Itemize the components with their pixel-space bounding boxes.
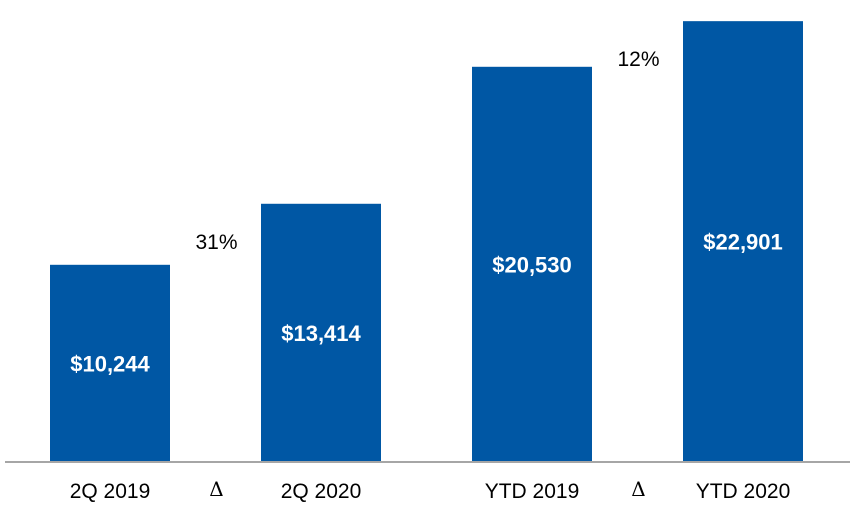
value-label-2q-2020: $13,414	[281, 321, 361, 346]
value-label-2q-2019: $10,244	[70, 351, 150, 376]
bar-2q-2020	[261, 203, 381, 462]
category-label-2q-2020: 2Q 2020	[281, 480, 362, 503]
change-label-2: 12%	[617, 48, 659, 71]
bar-ytd-2020	[683, 21, 803, 462]
value-label-ytd-2019: $20,530	[492, 252, 572, 277]
delta-symbol-2: Δ	[631, 477, 645, 501]
category-label-ytd-2020: YTD 2020	[696, 480, 791, 503]
delta-symbol-1: Δ	[209, 477, 223, 501]
bar-2q-2019	[50, 264, 170, 462]
value-label-ytd-2020: $22,901	[703, 230, 783, 255]
category-label-2q-2019: 2Q 2019	[70, 480, 151, 503]
labels-group: $10,244 2Q 2019 $13,414 2Q 2020 $20,530 YTD 2…	[70, 48, 791, 503]
bar-ytd-2019	[472, 66, 592, 463]
category-label-ytd-2019: YTD 2019	[485, 480, 580, 503]
change-label-1: 31%	[195, 231, 237, 254]
bars-group	[50, 21, 803, 463]
